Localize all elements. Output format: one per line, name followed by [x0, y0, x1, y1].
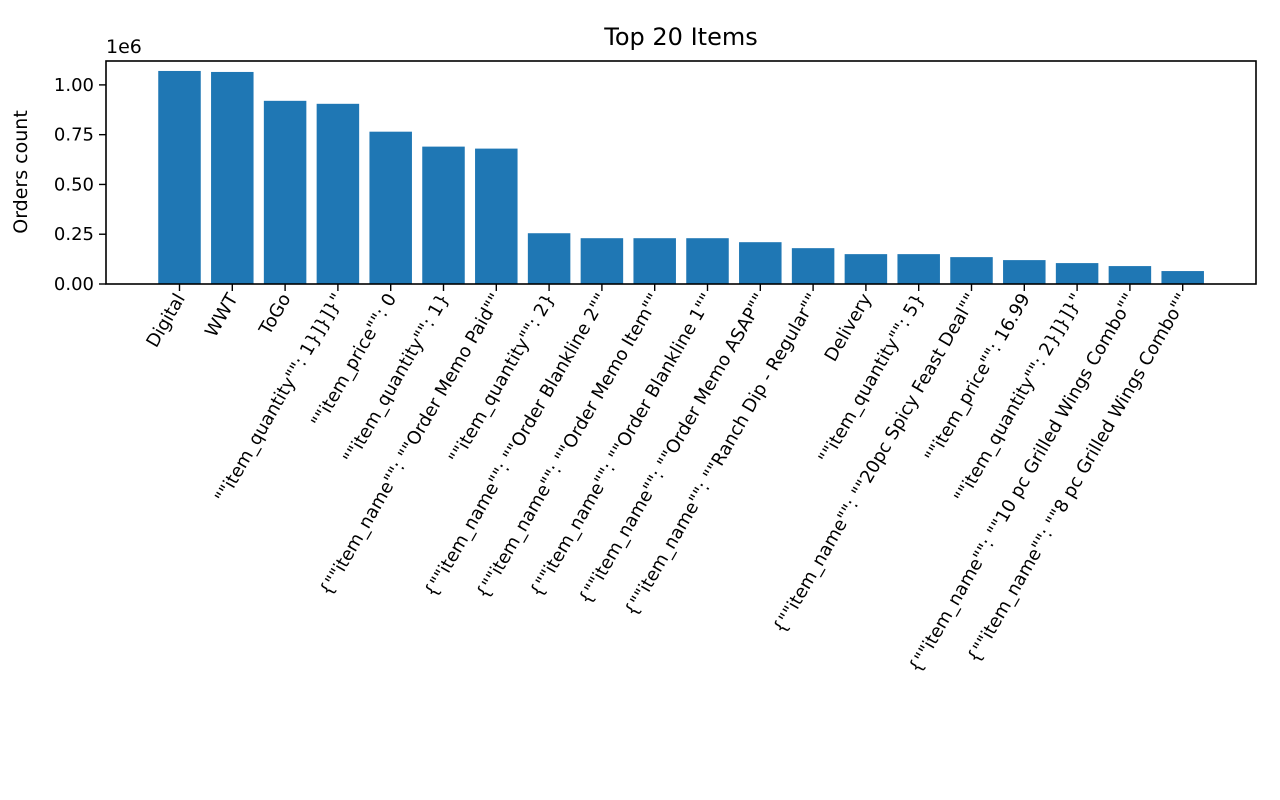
y-tick-label: 0.50	[54, 174, 94, 195]
bar	[897, 254, 940, 284]
bar	[950, 257, 993, 284]
bar	[739, 242, 782, 284]
x-tick-label: WWT	[201, 289, 243, 341]
y-axis-label: Orders count	[10, 110, 32, 234]
y-tick-label: 1.00	[54, 75, 94, 96]
bar-series	[158, 70, 1204, 285]
chart-title: Top 20 Items	[603, 23, 757, 51]
x-tick-label: Delivery	[821, 290, 877, 366]
bar	[211, 71, 254, 284]
x-tick-label: {""item_name"": ""20pc Spicy Feast Deal"…	[769, 290, 982, 637]
bar	[1161, 271, 1204, 284]
bar	[475, 148, 518, 284]
bar	[1003, 260, 1046, 284]
bar	[316, 103, 360, 284]
bar	[158, 70, 201, 285]
bar	[422, 146, 465, 284]
y-axis-offset-text: 1e6	[106, 36, 142, 58]
y-axis-ticks: 0.00 0.25 0.50 0.75 1.00	[54, 75, 106, 295]
bar	[1108, 266, 1152, 284]
y-tick-label: 0.75	[54, 125, 94, 146]
y-tick-label: 0.00	[54, 274, 94, 295]
bar	[844, 254, 888, 284]
plot-frame	[105, 60, 1257, 285]
bar	[633, 238, 676, 284]
bar	[527, 233, 571, 284]
x-tick-label: {""item_name"": ""Ranch Dip - Regular""	[621, 290, 824, 620]
bar	[369, 131, 412, 284]
bar	[686, 238, 729, 284]
x-tick-label: Digital	[142, 290, 189, 351]
x-tick-label: ToGo	[255, 290, 296, 339]
x-axis-ticks: Digital WWT ToGo""item_quantity"": 1}]}]}"…	[142, 284, 1193, 677]
y-tick-label: 0.25	[54, 224, 94, 245]
bar	[791, 248, 835, 284]
bar	[580, 238, 624, 284]
bar	[1055, 263, 1099, 284]
bar	[263, 100, 307, 284]
